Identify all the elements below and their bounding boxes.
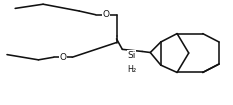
Text: O: O xyxy=(59,53,66,62)
Text: H₂: H₂ xyxy=(127,65,136,74)
Text: O: O xyxy=(103,10,110,19)
Text: Si: Si xyxy=(127,51,136,60)
